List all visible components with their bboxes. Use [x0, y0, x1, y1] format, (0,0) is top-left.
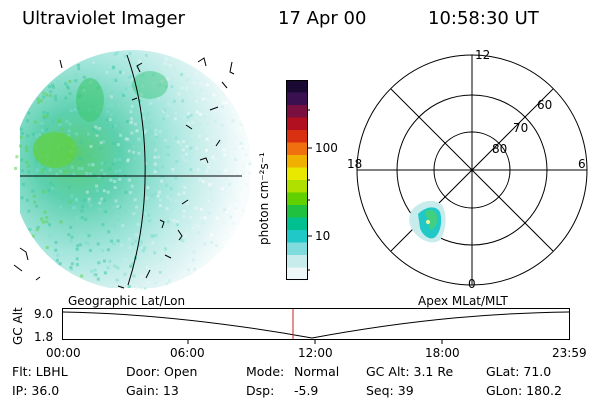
emission-patch — [132, 71, 168, 99]
color-bar — [286, 80, 312, 281]
info-dsp-label: Dsp: — [246, 383, 275, 398]
info-ip: IP: 36.0 — [12, 383, 60, 398]
info-dsp-value: -5.9 — [294, 383, 319, 398]
polar-aurora-patch — [409, 200, 446, 243]
emission-bright-spot — [33, 132, 77, 168]
colorbar-cell — [286, 80, 307, 93]
colorbar-cell — [286, 155, 307, 168]
earth-disc — [14, 50, 252, 290]
colorbar-cell — [286, 130, 307, 143]
timeline-left-title: Geographic Lat/Lon — [68, 294, 186, 308]
y-tick-9: 9.0 — [34, 307, 54, 321]
date-label: 17 Apr 00 — [278, 8, 367, 29]
info-mode-label: Mode: — [246, 364, 285, 379]
info-mode-value: Normal — [294, 364, 340, 379]
colorbar-cell — [286, 180, 307, 193]
timeline-right-title: Apex MLat/MLT — [418, 294, 508, 308]
info-seq: Seq: 39 — [366, 383, 414, 398]
info-glon: GLon: 180.2 — [486, 383, 562, 398]
colorbar-cell — [286, 105, 307, 118]
mlat-label-60: 60 — [537, 98, 553, 112]
colorbar-cell — [286, 267, 307, 281]
mlat-label-80: 80 — [492, 142, 508, 156]
colorbar-cell — [286, 242, 307, 256]
mlt-label-18: 18 — [347, 157, 363, 171]
info-gc-alt: GC Alt: 3.1 Re — [366, 364, 454, 379]
info-filter: Flt: LBHL — [12, 364, 68, 379]
mlt-label-12: 12 — [475, 48, 491, 62]
time-label: 10:58:30 UT — [428, 8, 539, 29]
x-tick-1200: 12:00 — [298, 346, 333, 360]
colorbar-cell — [286, 217, 307, 231]
x-tick-0600: 06:00 — [170, 346, 205, 360]
mlt-label-6: 6 — [578, 157, 586, 171]
colorbar-cell — [286, 142, 307, 156]
altitude-curve — [62, 311, 570, 339]
mlat-label-70: 70 — [513, 121, 529, 135]
y-tick-1-8: 1.8 — [34, 330, 54, 344]
colorbar-cell — [286, 192, 307, 206]
colorbar-cell — [286, 255, 307, 268]
info-door: Door: Open — [126, 364, 198, 379]
colorbar-cell — [286, 230, 307, 243]
x-tick-2359: 23:59 — [552, 346, 587, 360]
colorbar-tick-100: 100 — [315, 141, 338, 155]
meridian-line — [126, 54, 146, 286]
colorbar-cell — [286, 92, 307, 106]
x-tick-0000: 00:00 — [46, 346, 81, 360]
mlt-label-0: 0 — [468, 277, 476, 291]
info-gain: Gain: 13 — [126, 383, 179, 398]
colorbar-tick-10: 10 — [315, 229, 331, 243]
x-tick-1800: 18:00 — [425, 346, 460, 360]
instrument-title: Ultraviolet Imager — [22, 8, 185, 29]
colorbar-cell — [286, 167, 307, 181]
info-glat: GLat: 71.0 — [486, 364, 552, 379]
coastline-fragments — [13, 57, 235, 289]
emission-arc — [76, 78, 104, 122]
colorbar-cell — [286, 117, 307, 131]
colorbar-cell — [286, 205, 307, 218]
